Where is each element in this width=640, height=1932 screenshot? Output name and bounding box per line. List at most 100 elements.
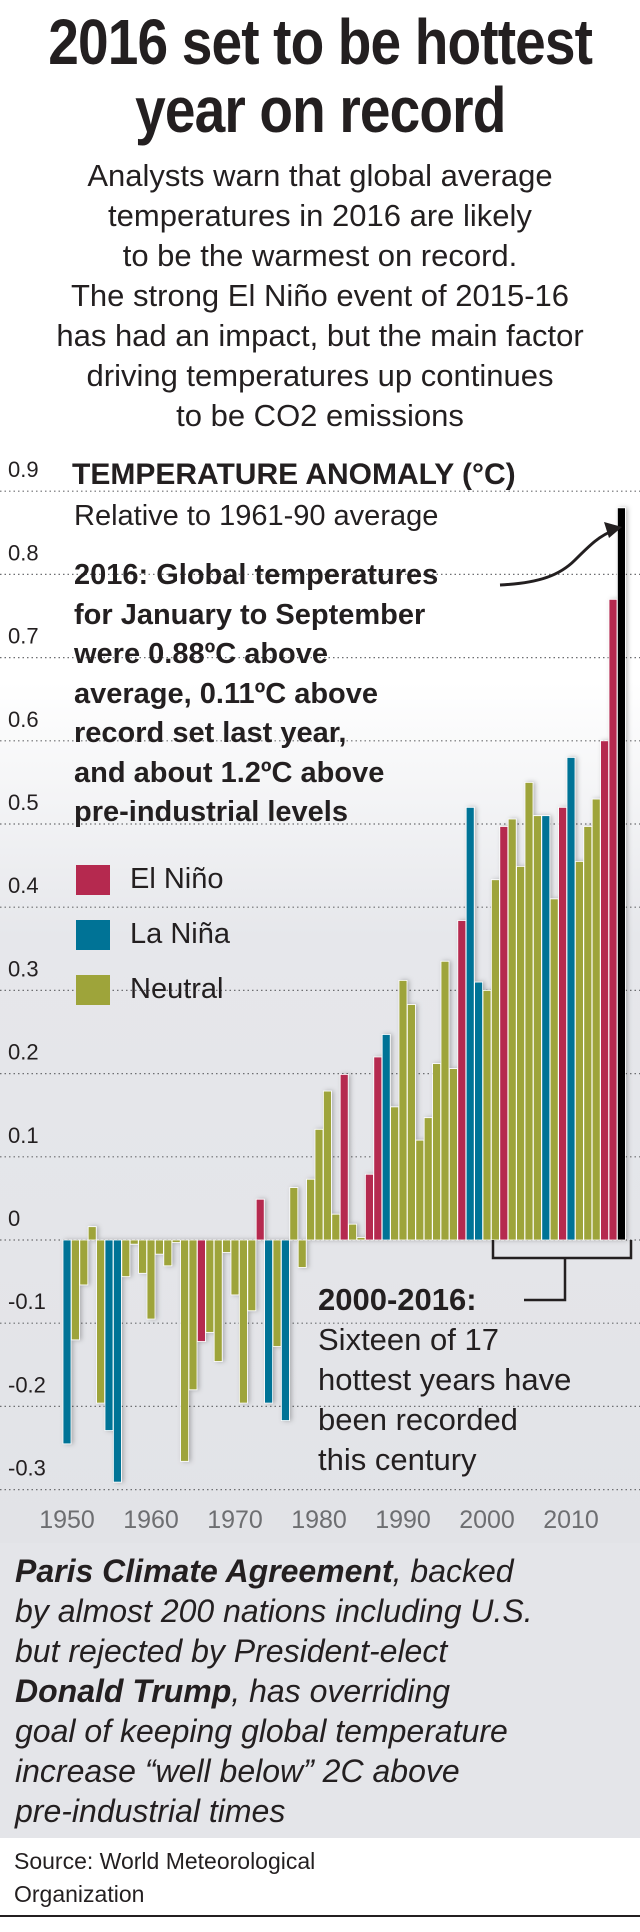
text: goal of keeping global temperature: [15, 1713, 508, 1749]
bold-text: Donald Trump: [15, 1673, 232, 1709]
bar-1987: [373, 1056, 383, 1241]
bar-2003: [507, 818, 517, 1241]
bar-1984: [348, 1223, 358, 1241]
annotation-line: record set last year,: [74, 717, 347, 749]
text: but rejected by President-elect: [15, 1633, 448, 1669]
text: by almost 200 nations including U.S.: [15, 1593, 533, 1629]
x-tick-label: 2000: [459, 1506, 515, 1534]
bar-1971: [238, 1239, 248, 1404]
subheadline-line: to be the warmest on record.: [122, 238, 518, 273]
y-tick-label: 0.4: [8, 873, 39, 898]
annotation-line: 2016: Global temperatures: [74, 559, 439, 591]
y-tick-label: 0.7: [8, 624, 39, 649]
y-tick-label: 0.1: [8, 1123, 39, 1148]
headline-line: year on record: [134, 74, 506, 146]
annotation-line: been recorded: [318, 1402, 518, 1437]
x-tick-label: 1960: [123, 1506, 179, 1534]
y-tick-label: -0.1: [8, 1289, 46, 1314]
bar-1950: [62, 1239, 72, 1445]
bar-2014: [600, 740, 609, 1241]
annotation-line: hottest years have: [318, 1362, 572, 1397]
x-tick-label: 1970: [207, 1506, 263, 1534]
text: , has overriding: [231, 1673, 451, 1709]
legend-label: La Niña: [130, 918, 230, 950]
bar-1954: [96, 1239, 105, 1404]
bar-1967: [205, 1239, 215, 1333]
bar-2000: [482, 990, 492, 1241]
bar-1995: [440, 960, 450, 1241]
bar-2002: [499, 826, 509, 1241]
bar-1958: [129, 1239, 139, 1245]
bottom-rule: [0, 1915, 640, 1917]
annotation-line: pre-industrial levels: [74, 796, 348, 828]
bar-1966: [196, 1239, 206, 1342]
annotation-2000-2016: 2000-2016: Sixteen of 17 hottest years h…: [318, 1280, 571, 1480]
bar-1980: [314, 1128, 324, 1241]
bar-1976: [280, 1239, 290, 1421]
bar-1977: [289, 1187, 299, 1241]
bracket-2000-2016: [491, 1240, 633, 1302]
bold-text: Paris Climate Agreement: [15, 1553, 393, 1589]
bar-1996: [448, 1068, 458, 1241]
la-nina-swatch: [76, 919, 110, 950]
text: , backed: [392, 1553, 514, 1589]
y-tick-label: 0.5: [8, 790, 39, 815]
y-tick-label: -0.3: [8, 1456, 46, 1481]
bar-1982: [331, 1213, 341, 1241]
bar-1962: [163, 1239, 173, 1267]
y-tick-label: 0.3: [8, 956, 39, 981]
bar-1992: [415, 1139, 425, 1241]
bar-1993: [423, 1117, 433, 1241]
y-tick-label: 0.6: [8, 707, 39, 732]
chart-title: TEMPERATURE ANOMALY (°C): [72, 458, 516, 491]
bar-1957: [121, 1239, 131, 1278]
bar-1972: [247, 1239, 257, 1312]
legend-label: Neutral: [130, 973, 224, 1005]
bar-1961: [154, 1239, 164, 1255]
bar-1997: [457, 920, 467, 1241]
y-tick-label: -0.2: [8, 1372, 46, 1397]
headline-line: 2016 set to be hottest: [48, 6, 593, 78]
legend-la-nina: La Niña: [76, 918, 230, 951]
annotation-line: average, 0.11ºC above: [74, 677, 379, 710]
annotation-2016: 2016: Global temperatures for January to…: [74, 556, 438, 833]
annotation-line: were 0.88ºC above: [74, 638, 329, 670]
source-line: Source: World Meteorological: [14, 1848, 316, 1874]
bar-2005: [524, 782, 534, 1241]
bar-2006: [533, 815, 542, 1241]
bar-1990: [398, 980, 408, 1241]
y-tick-label: 0.9: [8, 457, 39, 482]
bar-1969: [222, 1239, 232, 1253]
legend-el-nino: El Niño: [76, 863, 224, 896]
subheadline-line: driving temperatures up continues: [86, 358, 554, 393]
bar-2007: [541, 815, 551, 1241]
subheadline-line: to be CO2 emissions: [176, 398, 464, 433]
subheadline-line: The strong El Niño event of 2015-16: [70, 278, 570, 313]
bar-1960: [146, 1239, 156, 1320]
source-credit: Source: World Meteorological Organizatio…: [14, 1845, 315, 1911]
bar-1981: [322, 1090, 332, 1241]
bar-1978: [297, 1239, 307, 1268]
subheadline-line: temperatures in 2016 are likely: [108, 198, 532, 233]
x-tick-label: 1990: [375, 1506, 431, 1534]
paris-agreement-text: Paris Climate Agreement, backed by almos…: [15, 1551, 533, 1831]
bar-1988: [381, 1034, 391, 1241]
bar-2013: [591, 798, 601, 1241]
source-line: Organization: [14, 1881, 145, 1907]
headline: 2016 set to be hottest year on record: [0, 8, 640, 144]
subheadline-line: Analysts warn that global average: [87, 158, 553, 193]
bar-1999: [474, 981, 484, 1241]
legend-neutral: Neutral: [76, 973, 224, 1006]
bar-2011: [575, 861, 584, 1241]
bar-1952: [79, 1239, 89, 1286]
paris-agreement-box: Paris Climate Agreement, backed by almos…: [0, 1543, 640, 1838]
subheadline-line: has had an impact, but the main factor: [56, 318, 584, 353]
bar-2012: [583, 826, 593, 1241]
bar-1951: [71, 1239, 80, 1341]
y-tick-label: 0: [8, 1206, 20, 1231]
annotation-line: Sixteen of 17: [318, 1322, 499, 1357]
y-tick-label: 0.2: [8, 1040, 39, 1065]
bar-1959: [138, 1239, 148, 1274]
annotation-line: this century: [318, 1442, 477, 1477]
bar-1975: [272, 1239, 282, 1347]
